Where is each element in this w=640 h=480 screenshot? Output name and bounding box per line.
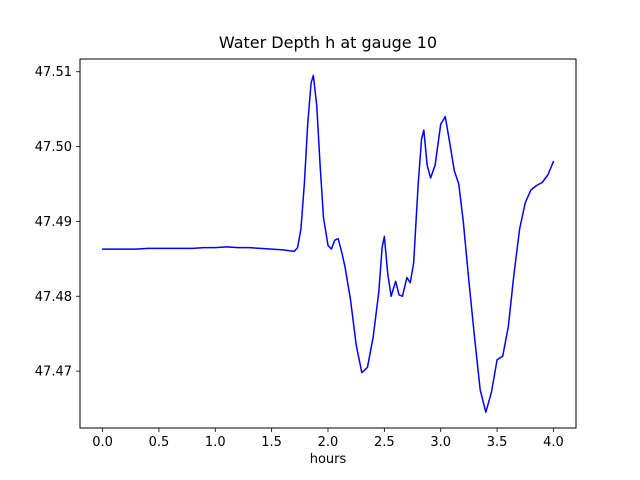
y-tick-label: 47.51 — [35, 65, 72, 80]
axes-spines — [79, 58, 577, 429]
x-tick-label: 2.0 — [318, 435, 339, 450]
y-tick-label: 47.49 — [35, 215, 72, 230]
x-tick-label: 1.0 — [205, 435, 226, 450]
y-tick-label: 47.50 — [35, 140, 72, 155]
x-axis-label: hours — [309, 452, 347, 467]
y-tick-label: 47.47 — [35, 365, 72, 380]
x-tick-label: 0.5 — [149, 435, 170, 450]
x-tick-label: 3.0 — [430, 435, 451, 450]
y-tick-label: 47.48 — [35, 290, 72, 305]
x-tick-label: 4.0 — [543, 435, 564, 450]
x-tick-label: 3.5 — [487, 435, 508, 450]
x-tick-label: 1.5 — [261, 435, 282, 450]
chart-title: Water Depth h at gauge 10 — [218, 33, 438, 52]
line-series-water-depth — [101, 74, 555, 414]
x-tick-label: 2.5 — [374, 435, 395, 450]
x-tick-label: 0.0 — [92, 435, 113, 450]
